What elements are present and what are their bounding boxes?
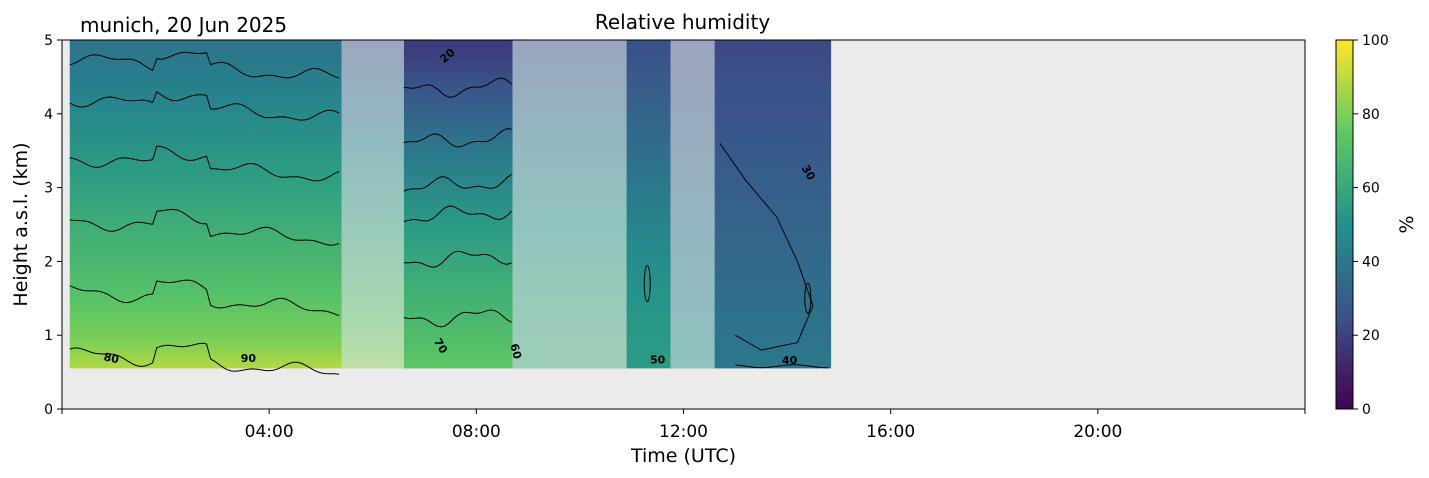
contour-line (403, 205, 512, 223)
y-tick-label: 0 (44, 402, 53, 418)
contour-line (69, 208, 340, 246)
contour-label: 50 (650, 353, 666, 366)
colorbar-tick-label: 0 (1362, 402, 1371, 418)
contour-line (403, 173, 512, 192)
location-date-label: munich, 20 Jun 2025 (80, 13, 288, 37)
y-tick-label: 4 (44, 107, 53, 123)
x-tick-label: 08:00 (452, 422, 501, 442)
masked-period-overlay (512, 40, 627, 369)
colorbar-tick-label: 100 (1362, 33, 1389, 49)
contour-label: 40 (782, 354, 798, 367)
masked-period-overlay (341, 40, 404, 369)
x-axis-label: Time (UTC) (630, 445, 736, 467)
y-axis-label: Height a.s.l. (km) (10, 142, 32, 306)
masked-period-overlay (670, 40, 715, 369)
contour-line (735, 364, 829, 369)
x-tick-label: 04:00 (245, 422, 294, 442)
contour-line (719, 143, 814, 351)
axes: 04:00 08:00 12:00 16:00 20:00 Time (UTC) 0 1 2 3 4… (10, 33, 1306, 467)
colorbar-tick-label: 20 (1362, 328, 1380, 344)
y-tick-label: 2 (44, 254, 53, 270)
contour-line (403, 309, 512, 328)
colorbar-tick-label: 80 (1362, 107, 1380, 123)
colorbar: 0 20 40 60 80 100% (1335, 33, 1418, 418)
contour-line (403, 250, 512, 268)
rh-data-column (69, 40, 342, 369)
x-tick-label: 12:00 (659, 422, 708, 442)
rh-data-column (626, 40, 671, 369)
contour-line (69, 342, 340, 375)
contour-line (69, 145, 340, 182)
contour-line (403, 77, 512, 98)
x-tick-label: 20:00 (1073, 422, 1122, 442)
y-tick-label: 3 (44, 181, 53, 197)
rh-data-column (403, 40, 513, 369)
y-tick-label: 5 (44, 33, 53, 49)
colorbar-tick-label: 40 (1362, 254, 1380, 270)
contour-line (643, 265, 651, 303)
contour-line (403, 128, 512, 148)
rh-data-column (714, 40, 832, 369)
x-tick-label: 16:00 (866, 422, 915, 442)
contour-line (69, 90, 340, 121)
contour-line (69, 279, 340, 317)
contour-label: 90 (241, 352, 257, 365)
colorbar-label: % (1396, 215, 1418, 233)
colorbar-scale (1335, 39, 1354, 410)
contour-label: 60 (507, 342, 524, 360)
contour-label: 80 (102, 350, 120, 366)
y-tick-label: 1 (44, 328, 53, 344)
contour-line (69, 51, 340, 79)
colorbar-tick-label: 60 (1362, 181, 1380, 197)
contour-line (804, 282, 812, 314)
chart-title: Relative humidity (594, 10, 771, 34)
